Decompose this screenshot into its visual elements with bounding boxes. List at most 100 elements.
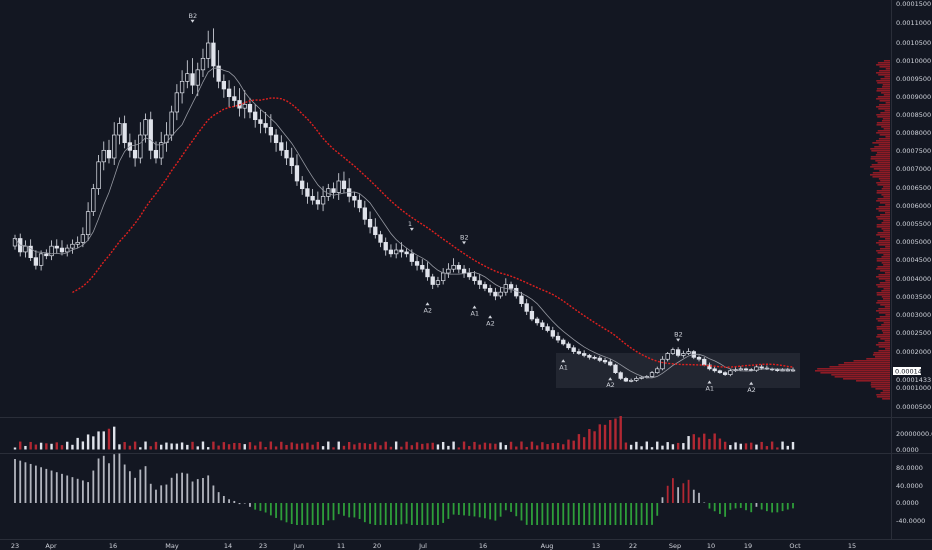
candle-body <box>23 245 28 253</box>
volume-bar <box>656 441 659 450</box>
profile-bar <box>876 80 890 82</box>
oscillator-bar <box>207 475 210 503</box>
volume-bar <box>624 442 628 450</box>
profile-bar <box>876 292 890 294</box>
volume-bar <box>515 446 518 450</box>
profile-bar <box>878 240 890 242</box>
sell-marker-label: 1 <box>408 220 412 228</box>
candle-body <box>482 284 488 289</box>
price-tick-label: 0.0001000 <box>896 384 931 392</box>
volume-bar <box>19 441 22 450</box>
volume-bar <box>676 442 680 450</box>
volume-bar <box>494 443 497 450</box>
profile-bar <box>870 384 890 386</box>
candle-body <box>221 80 227 90</box>
oscillator-bar <box>510 503 512 512</box>
oscillator-bar <box>259 503 262 511</box>
profile-bar <box>873 168 890 170</box>
time-tick-label: 23 <box>11 542 19 550</box>
profile-bar <box>878 210 890 212</box>
volume-bar <box>431 442 434 450</box>
price-tick-label: 0.0006500 <box>896 184 931 192</box>
candle-body <box>143 119 148 136</box>
candle-body <box>441 272 446 282</box>
candle-body <box>200 57 206 71</box>
oscillator-bar <box>134 477 136 503</box>
candle-body <box>665 353 670 360</box>
candle-body <box>660 358 665 370</box>
oscillator-bar <box>687 479 690 503</box>
oscillator-bar <box>50 470 53 503</box>
profile-bar <box>877 116 890 118</box>
oscillator-bar <box>87 482 90 503</box>
volume-bar <box>760 441 763 450</box>
oscillator-bar <box>238 503 241 505</box>
profile-bar <box>881 126 890 128</box>
profile-bar <box>876 208 890 210</box>
oscillator-bar <box>666 485 669 503</box>
volume-bar <box>718 438 722 450</box>
time-tick-label: May <box>165 542 179 550</box>
oscillator-bar <box>34 465 37 503</box>
price-tick-label: 0.0004000 <box>896 275 931 283</box>
oscillator-bar <box>186 473 189 503</box>
oscillator-bar <box>677 487 680 503</box>
profile-bar <box>883 128 890 130</box>
volume-bar <box>222 442 226 450</box>
oscillator-bar <box>656 503 659 516</box>
candle-body <box>759 366 764 369</box>
candle-body <box>242 103 247 109</box>
profile-bar <box>881 194 890 196</box>
oscillator-bar <box>792 503 794 509</box>
oscillator-bar <box>640 503 643 525</box>
profile-bar <box>876 302 890 304</box>
profile-bar <box>876 294 890 296</box>
candle-body <box>273 134 279 144</box>
oscillator-bar <box>81 480 84 503</box>
volume-bar <box>734 442 737 450</box>
volume-bar <box>248 442 252 450</box>
oscillator-bar <box>19 460 22 503</box>
oscillator-bar <box>583 503 586 525</box>
price-axis[interactable]: 0.0001500 0.0011000 0.0010500 0.0010000 0.00… <box>896 0 931 411</box>
volume-bar <box>368 443 372 450</box>
time-axis[interactable]: 23 Apr 16 May 14 23 Jun 11 20 Jul 16 Aug 13 22 Sep 10 19… <box>11 542 856 550</box>
oscillator-bar <box>118 453 121 503</box>
price-tick-label: 0.0010000 <box>896 57 931 65</box>
buy-arrow-icon <box>425 302 430 306</box>
time-tick-label: Apr <box>45 542 57 550</box>
time-tick-label: 16 <box>479 542 487 550</box>
candle-body <box>550 330 555 337</box>
volume-bar <box>687 436 690 450</box>
candle-body <box>59 247 65 253</box>
volume-bars <box>13 416 795 450</box>
oscillator-bar <box>724 503 727 517</box>
oscillator-axis: 80.0000 40.0000 0.0000 -40.0000 <box>896 464 925 525</box>
buy-marker-label: A1 <box>470 310 479 318</box>
volume-bar <box>619 416 622 450</box>
profile-bar <box>877 218 890 220</box>
profile-bar <box>883 196 890 198</box>
volume-bar <box>243 444 246 450</box>
candle-body <box>472 276 477 282</box>
oscillator-bar <box>165 484 168 503</box>
time-tick-label: Oct <box>789 542 801 550</box>
volume-bar <box>149 446 152 450</box>
volume-bar <box>750 442 753 450</box>
volume-bar <box>661 445 664 450</box>
profile-bar <box>883 322 890 324</box>
candle-body <box>425 268 430 278</box>
profile-bar <box>876 64 890 66</box>
volume-bar <box>572 440 575 450</box>
volume-bar <box>253 445 257 450</box>
candle-body <box>597 357 602 361</box>
volume-bar <box>582 437 586 450</box>
volume-bar <box>128 445 132 450</box>
sell-arrow-icon <box>462 241 467 245</box>
oscillator-bar <box>541 503 544 525</box>
oscillator-bar <box>729 503 732 510</box>
profile-bar <box>870 158 890 160</box>
oscillator-bar <box>275 503 277 518</box>
oscillator-bar <box>76 478 79 503</box>
